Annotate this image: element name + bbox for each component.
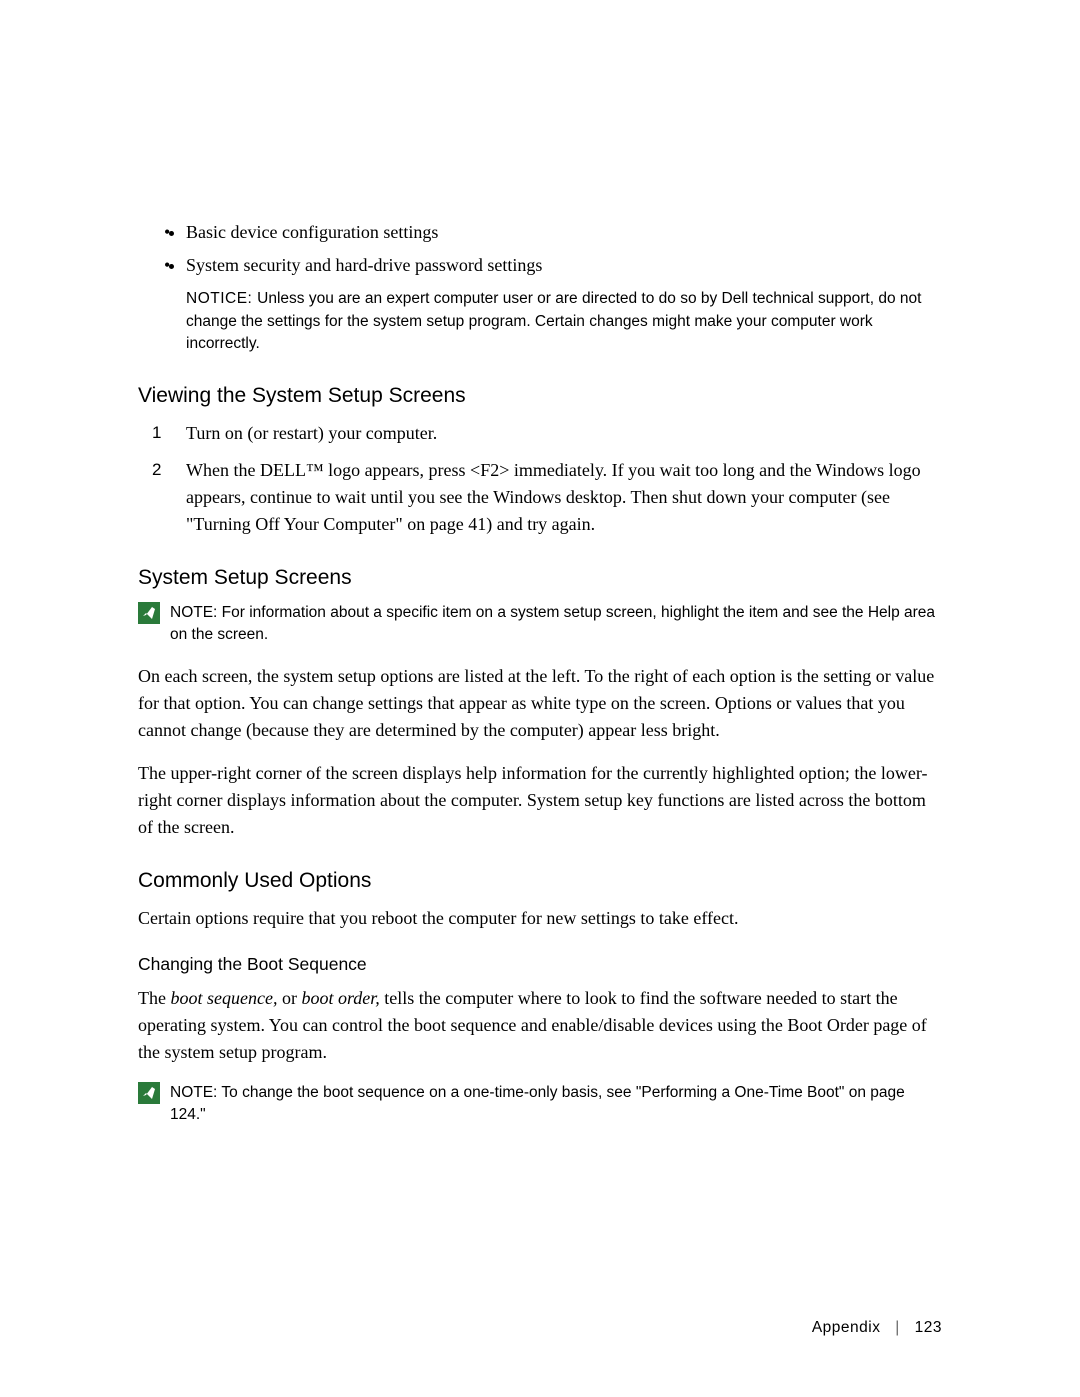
notice-block: NOTICE: Unless you are an expert compute… [186,288,942,355]
step-text: When the DELL™ logo appears, press <F2> … [186,460,921,534]
document-page: Basic device configuration settings Syst… [0,0,1080,1127]
notice-text: Unless you are an expert computer user o… [186,290,921,352]
numbered-list: 1 Turn on (or restart) your computer. 2 … [138,420,942,538]
note-body: For information about a specific item on… [170,604,935,643]
body-paragraph: The boot sequence, or boot order, tells … [138,985,942,1066]
body-paragraph: Certain options require that you reboot … [138,905,942,932]
notice-label: NOTICE: [186,290,257,307]
heading-boot-sequence: Changing the Boot Sequence [138,954,942,975]
body-paragraph: The upper-right corner of the screen dis… [138,760,942,841]
text-fragment: The [138,988,170,1008]
note-icon [138,602,160,624]
step-number: 2 [152,457,161,483]
text-fragment: or [277,988,301,1008]
bullet-item: Basic device configuration settings [186,220,942,245]
body-paragraph: On each screen, the system setup options… [138,663,942,744]
heading-setup-screens: System Setup Screens [138,566,942,590]
step-number: 1 [152,420,161,446]
step-text: Turn on (or restart) your computer. [186,423,437,443]
note-label: NOTE: [170,1084,221,1101]
bullet-item: System security and hard-drive password … [186,253,942,278]
heading-viewing: Viewing the System Setup Screens [138,384,942,408]
note-body: To change the boot sequence on a one-tim… [170,1084,905,1123]
list-step-1: 1 Turn on (or restart) your computer. [138,420,942,447]
note-icon [138,1082,160,1104]
note-block: NOTE: For information about a specific i… [138,602,942,647]
footer-section: Appendix [812,1319,881,1336]
italic-text: boot sequence, [170,988,277,1008]
note-block: NOTE: To change the boot sequence on a o… [138,1082,942,1127]
footer-page-number: 123 [915,1319,942,1336]
page-footer: Appendix | 123 [812,1319,942,1337]
list-step-2: 2 When the DELL™ logo appears, press <F2… [138,457,942,538]
bullet-list: Basic device configuration settings Syst… [138,220,942,278]
heading-commonly-used: Commonly Used Options [138,869,942,893]
note-label: NOTE: [170,604,222,621]
note-text-wrapper: NOTE: For information about a specific i… [170,602,942,647]
italic-text: boot order, [301,988,379,1008]
footer-separator: | [895,1319,900,1336]
note-text-wrapper: NOTE: To change the boot sequence on a o… [170,1082,942,1127]
